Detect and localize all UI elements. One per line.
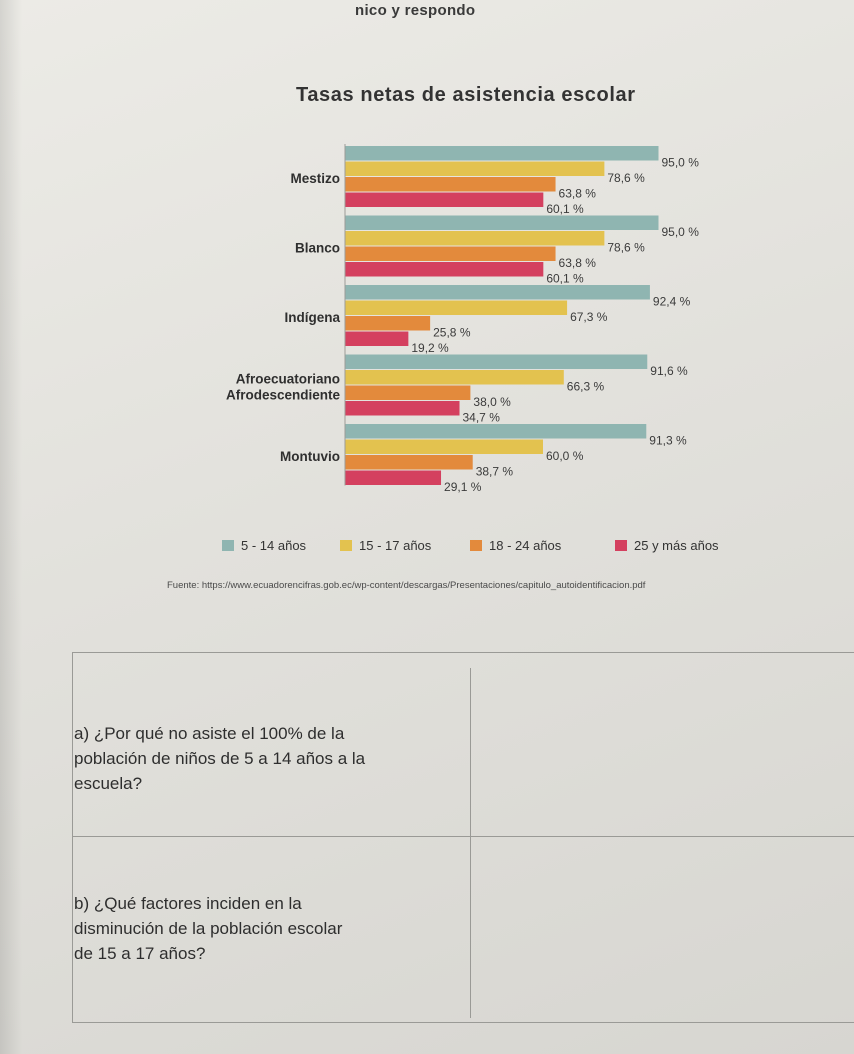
legend-item-25-plus: 25 y más años xyxy=(615,538,719,553)
table-column-divider xyxy=(470,668,471,1018)
category-label-line: Montuvio xyxy=(280,449,340,464)
bar-afro-15-17 xyxy=(345,370,564,385)
category-label-montuvio: Montuvio xyxy=(280,449,340,464)
data-label-afro-25-plus: 34,7 % xyxy=(463,411,501,425)
bar-afro-25-plus xyxy=(345,401,460,416)
bar-mestizo-25-plus xyxy=(345,192,544,207)
legend-label-5-14: 5 - 14 años xyxy=(241,538,307,553)
legend-label-18-24: 18 - 24 años xyxy=(489,538,562,553)
data-label-montuvio-18-24: 38,7 % xyxy=(476,465,514,479)
bar-indigena-25-plus xyxy=(345,331,409,346)
data-label-mestizo-18-24: 63,8 % xyxy=(559,187,597,201)
data-label-indigena-25-plus: 19,2 % xyxy=(411,341,449,355)
chart-title: Tasas netas de asistencia escolar xyxy=(296,84,636,106)
bar-indigena-5-14 xyxy=(345,285,650,300)
page-shadow xyxy=(0,0,22,1054)
category-label-line: Indígena xyxy=(284,310,340,325)
data-label-afro-15-17: 66,3 % xyxy=(567,380,605,394)
question-a-line-2: población de niños de 5 a 14 años a la xyxy=(74,749,366,768)
data-label-mestizo-5-14: 95,0 % xyxy=(662,156,700,170)
bar-indigena-18-24 xyxy=(345,316,431,331)
category-label-line: Blanco xyxy=(295,241,340,256)
data-label-afro-18-24: 38,0 % xyxy=(473,395,511,409)
bar-montuvio-18-24 xyxy=(345,455,473,470)
bar-blanco-5-14 xyxy=(345,215,659,230)
legend-swatch-18-24 xyxy=(470,540,482,551)
bar-afro-5-14 xyxy=(345,354,648,369)
category-label-line: Afrodescendiente xyxy=(226,388,341,403)
data-label-mestizo-15-17: 78,6 % xyxy=(607,171,645,185)
data-label-indigena-18-24: 25,8 % xyxy=(433,326,471,340)
question-a-line-3: escuela? xyxy=(74,774,143,793)
bar-montuvio-15-17 xyxy=(345,439,543,454)
bar-mestizo-18-24 xyxy=(345,177,556,192)
legend-swatch-25-plus xyxy=(615,540,627,551)
category-label-blanco: Blanco xyxy=(295,241,340,256)
bar-afro-18-24 xyxy=(345,385,471,400)
data-label-montuvio-25-plus: 29,1 % xyxy=(444,480,482,494)
data-label-mestizo-25-plus: 60,1 % xyxy=(546,202,584,216)
data-label-blanco-25-plus: 60,1 % xyxy=(546,272,584,286)
bar-mestizo-15-17 xyxy=(345,161,605,176)
data-label-montuvio-15-17: 60,0 % xyxy=(546,449,584,463)
category-label-indigena: Indígena xyxy=(284,310,340,325)
section-header: nico y respondo xyxy=(355,2,476,19)
category-label-mestizo: Mestizo xyxy=(290,171,340,186)
legend-item-15-17: 15 - 17 años xyxy=(340,538,431,553)
category-label-afro: Afroecuatoriano Afrodescendiente xyxy=(226,372,341,403)
bar-blanco-18-24 xyxy=(345,246,556,261)
legend-label-15-17: 15 - 17 años xyxy=(359,538,432,553)
data-label-blanco-18-24: 63,8 % xyxy=(559,256,597,270)
legend-item-18-24: 18 - 24 años xyxy=(470,538,561,553)
table-middle-border xyxy=(72,836,854,837)
category-label-line: Afroecuatoriano xyxy=(236,372,340,387)
data-label-indigena-5-14: 92,4 % xyxy=(653,295,691,309)
category-label-line: Mestizo xyxy=(290,171,340,186)
table-left-border xyxy=(72,652,73,1022)
question-b: b) ¿Qué factores inciden en la disminuci… xyxy=(74,891,464,966)
question-b-line-3: de 15 a 17 años? xyxy=(74,944,206,963)
question-a-line-1: a) ¿Por qué no asiste el 100% de la xyxy=(74,724,345,743)
data-label-blanco-5-14: 95,0 % xyxy=(662,225,700,239)
question-b-line-1: b) ¿Qué factores inciden en la xyxy=(74,894,302,913)
bar-mestizo-5-14 xyxy=(345,146,659,161)
legend-swatch-15-17 xyxy=(340,540,352,551)
table-top-border xyxy=(72,652,854,653)
legend-label-25-plus: 25 y más años xyxy=(634,538,719,553)
question-a: a) ¿Por qué no asiste el 100% de la pobl… xyxy=(74,721,464,796)
legend-swatch-5-14 xyxy=(222,540,234,551)
bar-blanco-15-17 xyxy=(345,231,605,246)
data-label-montuvio-5-14: 91,3 % xyxy=(649,434,687,448)
question-b-line-2: disminución de la población escolar xyxy=(74,919,343,938)
data-label-indigena-15-17: 67,3 % xyxy=(570,310,608,324)
bar-blanco-25-plus xyxy=(345,262,544,277)
data-label-afro-5-14: 91,6 % xyxy=(650,364,688,378)
table-bottom-border xyxy=(72,1022,854,1023)
legend-item-5-14: 5 - 14 años xyxy=(222,538,306,553)
bar-montuvio-5-14 xyxy=(345,424,647,439)
source-note: Fuente: https://www.ecuadorencifras.gob.… xyxy=(167,580,646,591)
chart-legend: 5 - 14 años 15 - 17 años 18 - 24 años 25… xyxy=(222,538,762,558)
bar-indigena-15-17 xyxy=(345,300,568,315)
bar-montuvio-25-plus xyxy=(345,470,442,485)
data-label-blanco-15-17: 78,6 % xyxy=(607,241,645,255)
